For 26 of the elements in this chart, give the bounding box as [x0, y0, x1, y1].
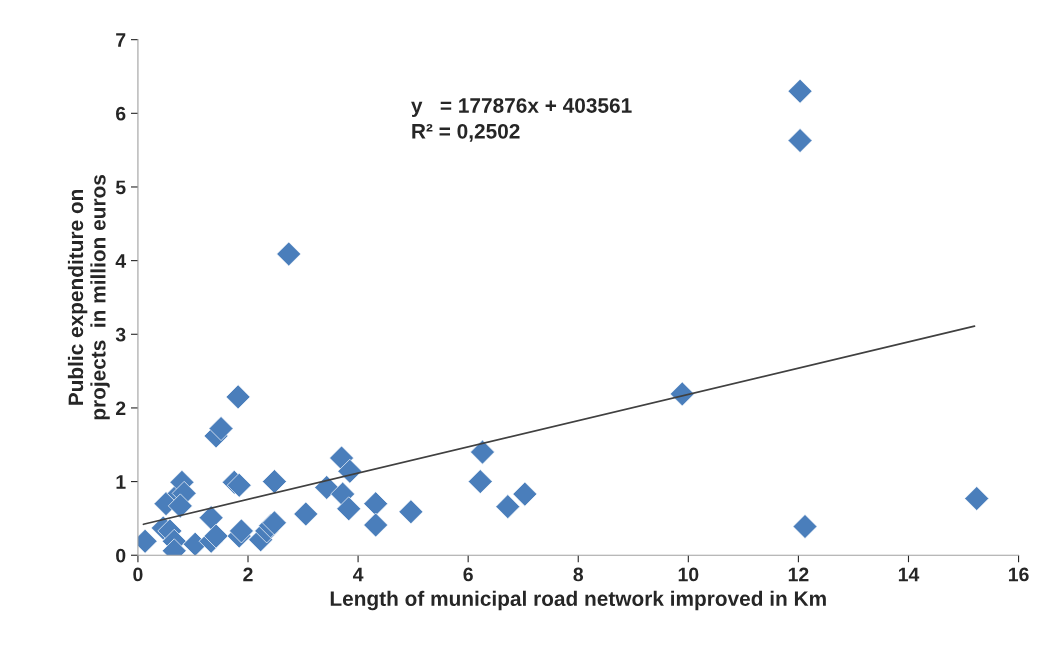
y-tick-label: 5 — [115, 180, 126, 195]
y-tick-label: 0 — [116, 548, 126, 563]
x-tick-label: 4 — [352, 567, 364, 582]
y-tick-label: 1 — [116, 475, 126, 489]
point — [792, 514, 818, 539]
point — [229, 518, 254, 544]
x-axis-title: Length of municipal road network improved in Km — [330, 590, 826, 611]
y-tick-label: 3 — [115, 327, 126, 342]
x-tick-label: 6 — [463, 567, 473, 582]
point — [226, 472, 252, 498]
x-tick-label: 16 — [1008, 567, 1029, 582]
x-tick-label: 10 — [678, 567, 699, 582]
x-tick-label: 12 — [788, 567, 809, 582]
y-tick-label: 6 — [116, 106, 126, 121]
x-tick-label: 8 — [573, 567, 584, 582]
y-axis-title: Public expenditure on projects in million euros — [67, 175, 110, 420]
x-tick-label: 14 — [898, 567, 920, 582]
x-tick-label: 2 — [243, 567, 253, 582]
x-tick-label: 0 — [133, 567, 143, 582]
y-tick-label: 7 — [116, 33, 126, 47]
point — [262, 469, 287, 494]
point — [787, 128, 813, 153]
y-tick-label: 4 — [115, 254, 127, 268]
y-tick-label: 2 — [115, 401, 126, 415]
annotation: y = 177876x + 403561 — [411, 98, 632, 117]
annotation: R² = 0,2502 — [412, 123, 520, 142]
